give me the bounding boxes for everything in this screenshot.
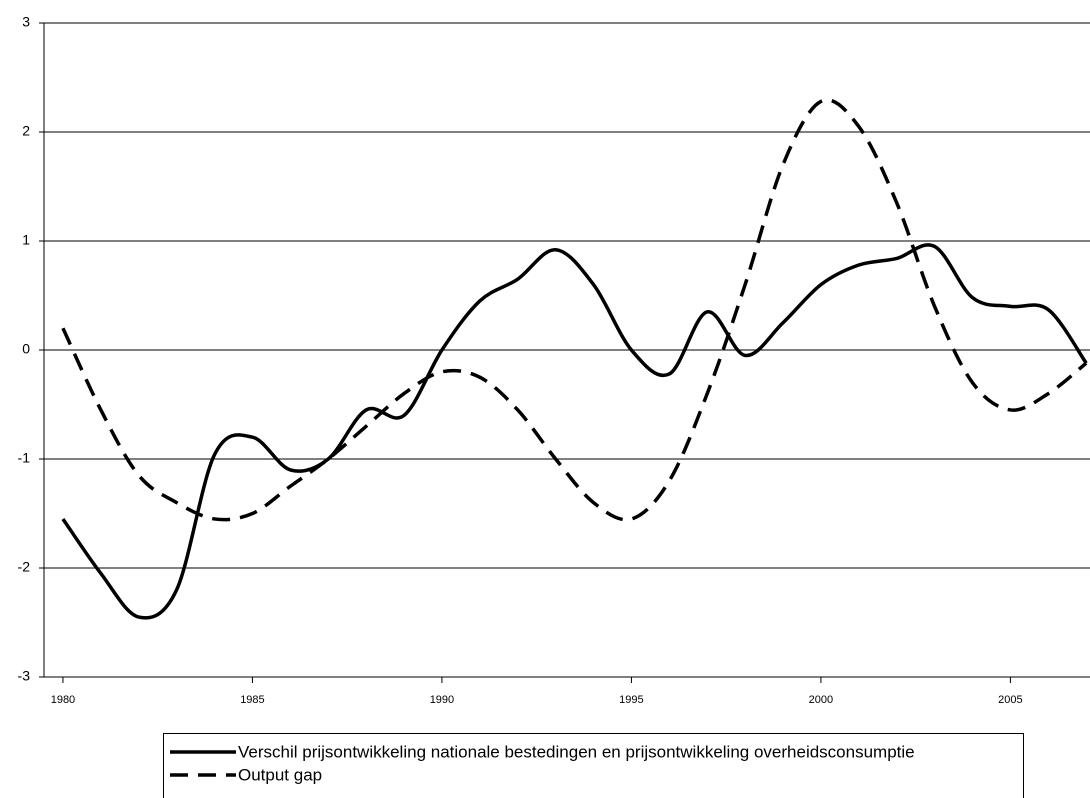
x-tick-label: 1980: [51, 694, 75, 706]
legend-box: [163, 733, 1024, 798]
y-tick-label: -2: [18, 559, 31, 575]
y-tick-label: -1: [18, 450, 31, 466]
x-tick-label: 1985: [240, 694, 264, 706]
legend-label: Output gap: [238, 765, 322, 784]
x-tick-label: 1995: [619, 694, 643, 706]
legend-label: Verschil prijsontwikkeling nationale bes…: [238, 742, 915, 761]
legend: Verschil prijsontwikkeling nationale bes…: [163, 733, 1024, 798]
x-tick-label: 2000: [809, 694, 833, 706]
y-tick-label: 2: [22, 123, 30, 139]
y-tick-label: 0: [22, 341, 30, 357]
series-line: [61, 98, 1088, 522]
y-tick-label: 1: [22, 232, 30, 248]
x-tick-label: 1990: [430, 694, 454, 706]
x-tick-label: 2005: [998, 694, 1022, 706]
y-tick-label: -3: [18, 668, 31, 684]
y-tick-label: 3: [22, 14, 30, 30]
